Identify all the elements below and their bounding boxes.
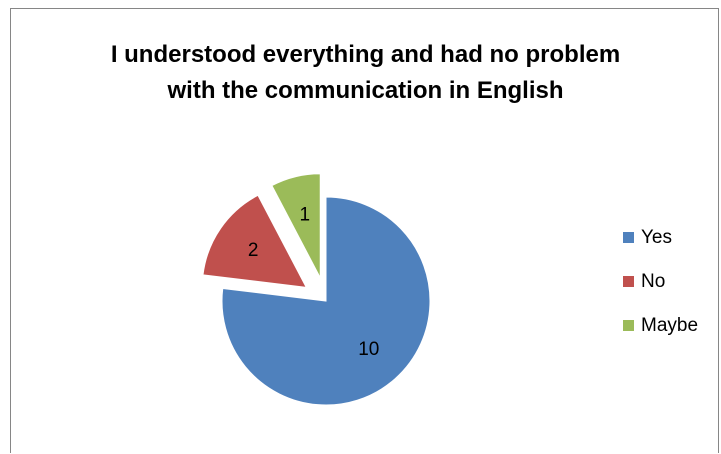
chart-title-line-1: I understood everything and had no probl… [110,41,621,68]
legend-swatch-maybe [623,320,634,331]
chart-title: I understood everything and had no probl… [11,37,720,109]
legend-label-yes: Yes [641,227,672,248]
data-label-no: 2 [248,240,259,261]
legend-swatch-yes [623,232,634,243]
legend-swatch-no [623,276,634,287]
legend-label-no: No [641,271,666,292]
pie-slice-no [202,194,308,288]
pie-chart: 10 2 1 [202,173,431,406]
chart-area: I understood everything and had no probl… [10,8,719,453]
legend-label-maybe: Maybe [641,315,699,336]
data-label-maybe: 1 [300,205,311,226]
data-label-yes: 10 [358,339,379,360]
pie-slice-maybe [271,173,321,278]
pie-slice-yes [221,196,431,406]
chart-title-line-2: with the communication in English [167,77,564,104]
